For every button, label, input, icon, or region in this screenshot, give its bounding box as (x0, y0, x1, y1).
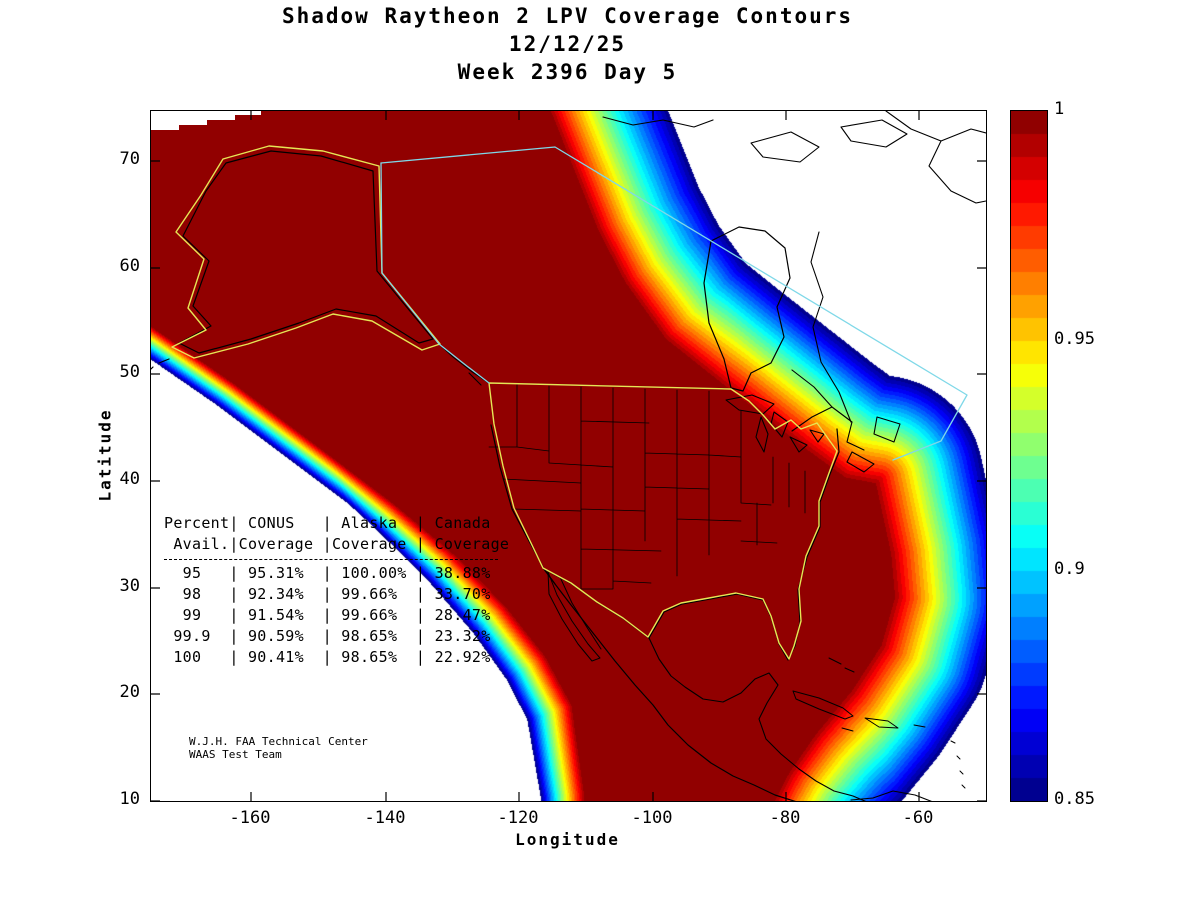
colorbar (1010, 110, 1048, 802)
title-line-2: 12/12/25 (508, 32, 627, 56)
table-row: 98 | 92.34% | 99.66% | 33.70% (164, 585, 491, 603)
table-row: 99 | 91.54% | 99.66% | 28.47% (164, 606, 491, 624)
colorbar-tick-label: 0.95 (1054, 328, 1095, 349)
table-separator (164, 559, 498, 560)
colorbar-tick-label: 1 (1054, 99, 1065, 119)
availability-table: Percent| CONUS | Alaska | Canada Avail.|… (164, 513, 509, 668)
contour-field-canvas (151, 111, 986, 801)
y-tick-label: 40 (119, 468, 140, 489)
table-row: 99.9 | 90.59% | 98.65% | 23.32% (164, 627, 491, 645)
credit-line-2: WAAS Test Team (189, 748, 282, 761)
x-tick-label: -140 (364, 808, 406, 828)
table-row: 95 | 95.31% | 100.00% | 38.88% (164, 564, 491, 582)
colorbar-tick-label: 0.9 (1054, 559, 1085, 580)
y-tick-label: 10 (119, 789, 140, 809)
y-tick-label: 20 (119, 681, 140, 702)
table-row: 100 | 90.41% | 98.65% | 22.92% (164, 648, 491, 666)
x-tick-label: -60 (902, 808, 934, 828)
x-axis-label: Longitude (515, 830, 620, 849)
credit-line-1: W.J.H. FAA Technical Center (189, 735, 368, 748)
chart-title: Shadow Raytheon 2 LPV Coverage Contours … (150, 2, 985, 86)
table-body: 95 | 95.31% | 100.00% | 38.88% 98 | 92.3… (164, 563, 509, 668)
x-tick-label: -160 (229, 808, 271, 828)
x-tick-label: -80 (769, 808, 801, 828)
table-header-2: Avail.|Coverage |Coverage | Coverage (164, 535, 510, 553)
x-tick-label: -120 (497, 808, 539, 828)
credit-text: W.J.H. FAA Technical Center WAAS Test Te… (189, 735, 368, 761)
y-tick-label: 50 (119, 362, 140, 383)
title-line-1: Shadow Raytheon 2 LPV Coverage Contours (281, 4, 854, 28)
title-line-3: Week 2396 Day 5 (457, 60, 678, 84)
plot-area: Percent| CONUS | Alaska | Canada Avail.|… (150, 110, 987, 802)
y-tick-label: 70 (119, 149, 140, 170)
colorbar-tick-label: 0.85 (1054, 789, 1095, 809)
x-tick-label: -100 (631, 808, 673, 828)
y-tick-label: 60 (119, 255, 140, 276)
table-header-1: Percent| CONUS | Alaska | Canada (164, 514, 491, 532)
y-tick-label: 30 (119, 575, 140, 596)
